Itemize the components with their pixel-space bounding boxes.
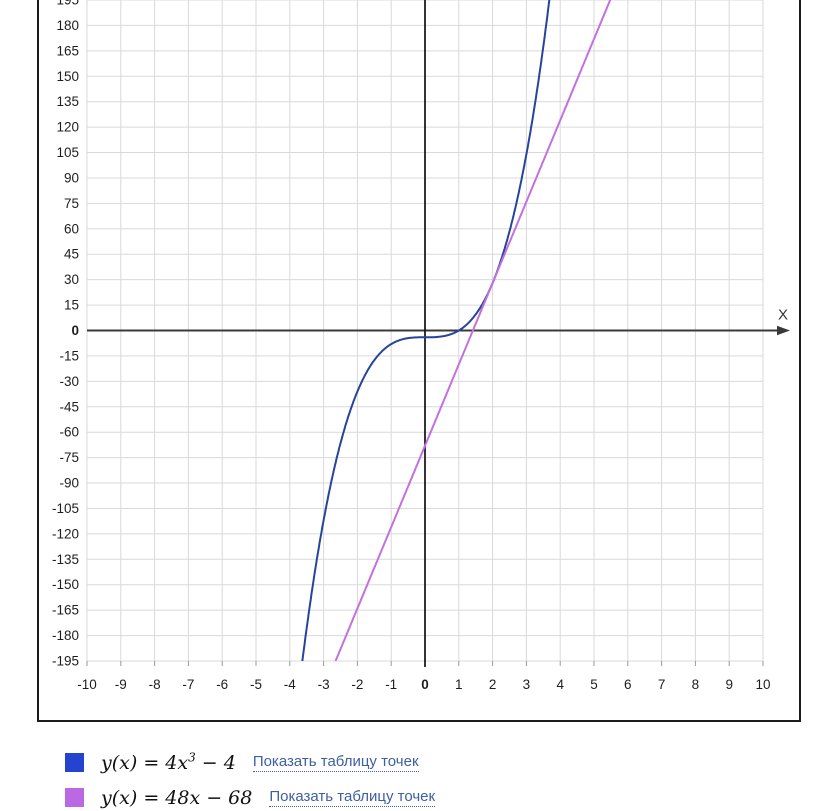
legend-swatch-linear — [65, 788, 84, 807]
formula-text: − 4 — [195, 751, 236, 774]
plot-frame — [37, 0, 801, 722]
show-table-link-cubic[interactable]: Показать таблицу точек — [252, 753, 419, 772]
formula-text: y(x) = 48x − 68 — [101, 786, 253, 809]
formula-text: y(x) = 4x — [101, 751, 189, 774]
legend-swatch-cubic — [65, 753, 84, 772]
show-table-link-linear[interactable]: Показать таблицу точек — [269, 788, 436, 807]
legend-item-cubic: y(x) = 4x3 − 4 Показать таблицу точек — [65, 750, 435, 774]
legend-item-linear: y(x) = 48x − 68 Показать таблицу точек — [65, 787, 436, 809]
legend-formula-linear: y(x) = 48x − 68 — [101, 787, 252, 809]
legend-formula-cubic: y(x) = 4x3 − 4 — [101, 750, 236, 774]
legend: y(x) = 4x3 − 4 Показать таблицу точек y(… — [65, 750, 436, 809]
formula-exponent: 3 — [188, 750, 196, 765]
